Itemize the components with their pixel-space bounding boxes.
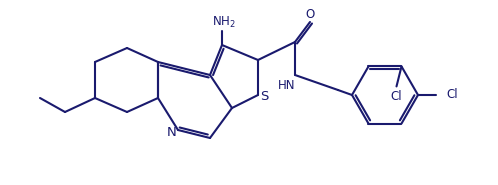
Text: O: O xyxy=(305,8,315,21)
Text: HN: HN xyxy=(278,78,296,92)
Text: Cl: Cl xyxy=(391,90,402,103)
Text: S: S xyxy=(260,90,268,102)
Text: N: N xyxy=(166,125,176,139)
Text: NH$_2$: NH$_2$ xyxy=(212,14,236,30)
Text: Cl: Cl xyxy=(446,88,458,102)
